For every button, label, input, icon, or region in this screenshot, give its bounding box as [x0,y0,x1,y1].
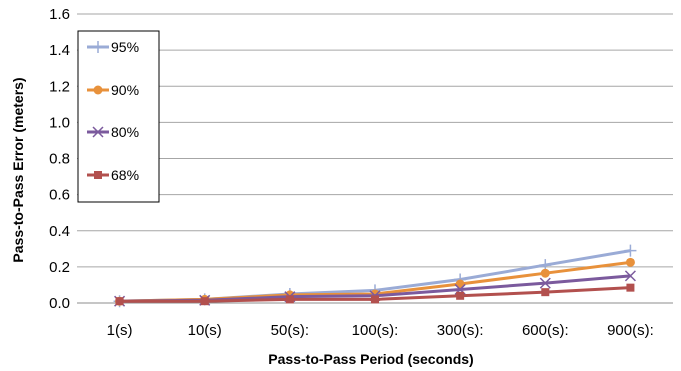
series-68% [115,283,635,306]
x-tick-label: 10(s) [188,322,222,339]
y-tick-label: 0.0 [49,295,70,312]
data-point [456,291,465,300]
legend-item: 90% [87,82,139,98]
x-tick-label: 600(s): [522,322,569,339]
x-axis-ticks: 1(s) 10(s) 50(s): 100(s): 300(s): 600(s): 900(… [107,322,654,339]
y-tick-label: 1.6 [49,6,70,23]
legend-label: 80% [111,124,139,140]
y-tick-label: 1.4 [49,42,70,59]
data-point [626,283,635,292]
data-point [539,277,551,289]
data-point [94,171,102,179]
data-point [541,288,550,297]
data-point [624,270,636,282]
legend-item: 80% [87,124,139,140]
legend-item: 68% [87,167,139,183]
y-axis-title: Pass-to-Pass Error (meters) [10,77,26,262]
legend-label: 90% [111,82,139,98]
data-point [371,295,379,304]
data-point [625,257,635,267]
x-tick-label: 100(s): [352,322,399,339]
y-tick-label: 1.2 [49,78,70,95]
y-tick-label: 0.6 [49,187,70,204]
data-point [624,244,637,257]
x-tick-label: 300(s): [437,322,484,339]
series-lines [113,244,637,308]
gridlines [77,13,673,304]
y-axis-ticks: 0.0 0.2 0.4 0.6 0.8 1.0 1.2 1.4 1.6 [49,6,70,312]
x-tick-label: 50(s): [271,322,309,339]
data-point [92,41,104,53]
legend-label: 68% [111,167,139,183]
data-point [92,126,104,138]
legend-item: 95% [87,39,139,55]
data-point [285,295,294,304]
x-tick-label: 900(s): [607,322,654,339]
data-point [115,297,124,306]
y-tick-label: 1.0 [49,114,70,131]
data-point [540,268,550,278]
y-tick-label: 0.8 [49,151,70,168]
x-tick-label: 1(s) [107,322,133,339]
legend: 95% 90% 80% 68% [77,30,160,203]
data-point [200,297,209,306]
x-axis-title: Pass-to-Pass Period (seconds) [268,351,473,367]
y-tick-label: 0.4 [49,223,70,240]
y-tick-label: 0.2 [49,259,70,276]
data-point [93,85,103,95]
legend-label: 95% [111,39,139,55]
